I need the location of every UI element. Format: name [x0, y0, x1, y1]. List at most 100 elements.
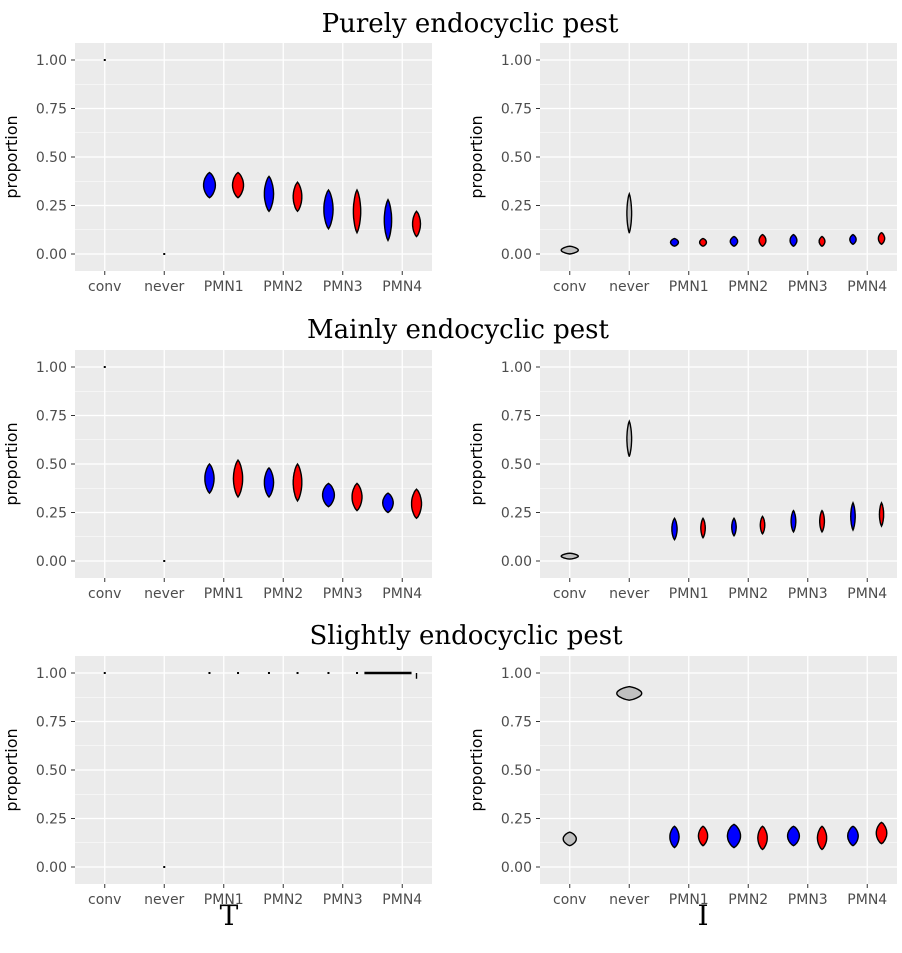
violin-conv: [562, 831, 578, 847]
x-tick-label: PMN2: [728, 279, 768, 295]
violin-PMN1: [669, 825, 680, 849]
violin-conv: [560, 245, 580, 255]
x-tick-label: PMN4: [847, 586, 887, 602]
row-title-mainly: Mainly endocyclic pest: [307, 315, 610, 345]
x-tick-label: PMN2: [728, 586, 768, 602]
y-axis-label: proportion: [467, 422, 486, 505]
x-tick-label: PMN4: [382, 586, 422, 602]
violin-PMN4: [410, 488, 423, 520]
violin-PMN3: [352, 188, 362, 235]
violin-conv: [560, 552, 580, 560]
y-axis-label: proportion: [2, 728, 21, 811]
violin-PMN3: [351, 482, 363, 512]
x-tick-label: PMN1: [669, 892, 709, 908]
row-title-purely: Purely endocyclic pest: [322, 9, 619, 39]
y-tick-label: 0.00: [36, 860, 67, 876]
y-tick-label: 0.50: [501, 150, 532, 166]
y-tick-label: 0.75: [36, 102, 67, 118]
violin-PMN3: [321, 482, 336, 508]
y-tick-label: 0.25: [36, 812, 67, 828]
violin-PMN2: [263, 466, 275, 499]
y-tick-label: 0.25: [501, 812, 532, 828]
y-tick-label: 0.75: [501, 409, 532, 425]
panel-4: 0.00 0.25 0.50 0.75 1.00 conv never PMN1 PMN2 PMN…: [2, 656, 432, 908]
violin-PMN3: [816, 825, 828, 851]
x-tick-label: PMN3: [323, 892, 363, 908]
violin-PMN2: [758, 233, 767, 247]
violin-PMN2: [263, 175, 275, 213]
y-tick-label: 1.00: [36, 666, 67, 682]
x-tick-label: PMN2: [263, 586, 303, 602]
violin-PMN1: [669, 237, 680, 247]
violin-never: [626, 419, 633, 457]
y-tick-label: 1.00: [501, 666, 532, 682]
violin-PMN1: [204, 462, 215, 495]
y-tick-label: 1.00: [36, 360, 67, 376]
x-tick-label: PMN1: [204, 279, 244, 295]
x-tick-label: never: [609, 892, 649, 908]
violin-PMN1: [700, 516, 707, 539]
x-tick-label: conv: [553, 279, 586, 295]
x-tick-label: conv: [553, 892, 586, 908]
panel-0: 0.00 0.25 0.50 0.75 1.00 conv never PMN1 PMN2 PMN…: [2, 43, 432, 295]
y-tick-label: 0.50: [36, 763, 67, 779]
y-tick-label: 0.00: [501, 860, 532, 876]
x-tick-label: PMN1: [669, 279, 709, 295]
x-tick-label: PMN4: [382, 892, 422, 908]
x-tick-label: conv: [88, 586, 121, 602]
x-tick-label: PMN4: [382, 279, 422, 295]
y-axis-label: proportion: [467, 728, 486, 811]
x-tick-label: PMN1: [204, 892, 244, 908]
violin-PMN1: [202, 171, 217, 199]
x-tick-label: PMN3: [788, 279, 828, 295]
violin-PMN4: [849, 233, 857, 246]
x-tick-label: conv: [88, 279, 121, 295]
x-tick-label: PMN3: [323, 279, 363, 295]
x-tick-label: conv: [553, 586, 586, 602]
col-label-i: I: [697, 899, 708, 932]
y-tick-label: 0.50: [501, 457, 532, 473]
violin-PMN2: [292, 462, 303, 503]
x-tick-label: PMN1: [204, 586, 244, 602]
violin-PMN3: [786, 825, 801, 847]
violin-never: [626, 191, 633, 234]
violin-PMN2: [292, 181, 303, 213]
violin-PMN4: [381, 492, 394, 514]
violin-PMN4: [877, 231, 886, 246]
y-tick-label: 0.75: [36, 715, 67, 731]
y-tick-label: 0.00: [501, 247, 532, 263]
x-tick-label: PMN3: [323, 586, 363, 602]
y-axis-label: proportion: [2, 422, 21, 505]
violin-PMN2: [726, 823, 742, 849]
y-tick-label: 0.00: [36, 247, 67, 263]
violin-PMN3: [819, 509, 826, 534]
violin-PMN4: [383, 198, 393, 242]
violin-PMN4: [846, 825, 859, 847]
x-tick-label: never: [609, 586, 649, 602]
x-tick-label: never: [144, 586, 184, 602]
row-title-slightly: Slightly endocyclic pest: [309, 621, 623, 651]
violin-PMN2: [759, 515, 766, 535]
violin-PMN2: [729, 235, 739, 247]
violin-PMN4: [849, 501, 856, 532]
x-tick-label: PMN2: [263, 892, 303, 908]
y-tick-label: 1.00: [501, 360, 532, 376]
y-tick-label: 0.50: [501, 763, 532, 779]
y-axis-label: proportion: [467, 115, 486, 198]
y-tick-label: 0.00: [501, 554, 532, 570]
y-tick-label: 0.50: [36, 457, 67, 473]
y-tick-label: 0.25: [36, 199, 67, 215]
x-tick-label: PMN4: [847, 892, 887, 908]
x-tick-label: never: [144, 279, 184, 295]
violin-PMN1: [232, 458, 244, 499]
panel-5: 0.00 0.25 0.50 0.75 1.00 conv never PMN1 PMN2 PMN…: [467, 656, 897, 908]
violin-PMN2: [757, 825, 768, 851]
violin-PMN1: [671, 516, 678, 542]
y-tick-label: 0.75: [501, 715, 532, 731]
x-tick-label: PMN4: [847, 279, 887, 295]
violin-PMN3: [818, 235, 826, 247]
panel-1: 0.00 0.25 0.50 0.75 1.00 conv never PMN1 PMN2 PMN…: [467, 43, 897, 295]
x-tick-label: never: [144, 892, 184, 908]
violin-PMN4: [878, 501, 885, 528]
